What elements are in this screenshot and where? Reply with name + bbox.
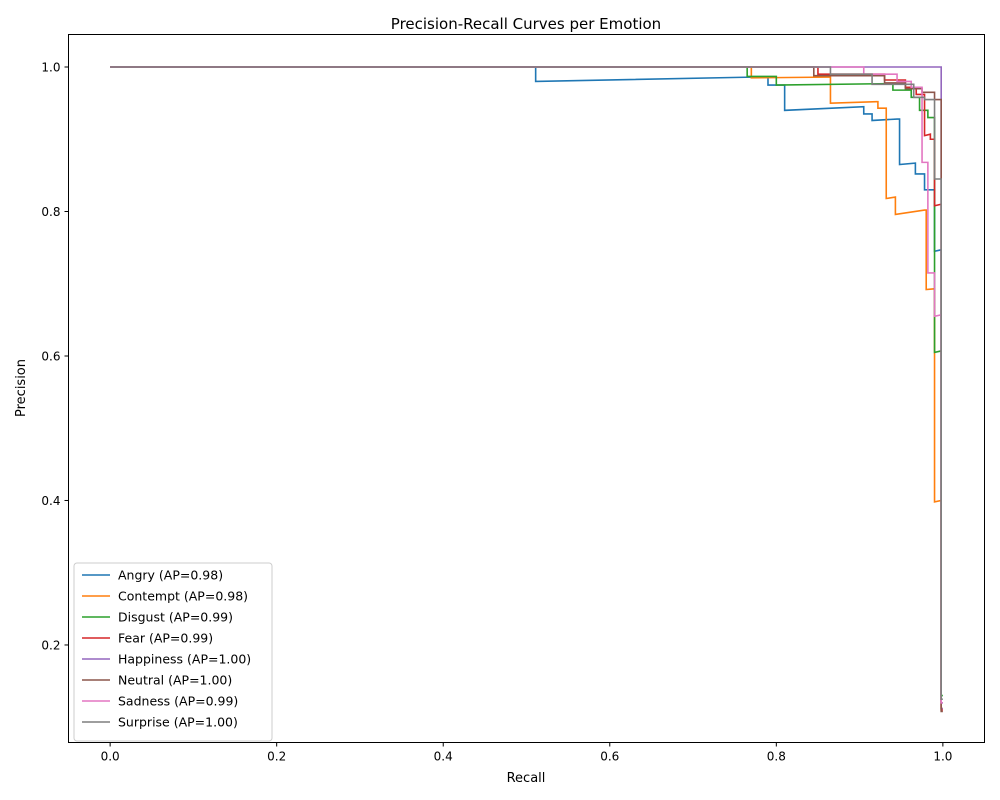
x-tick-label: 1.0 bbox=[933, 750, 952, 764]
x-axis-title: Recall bbox=[507, 771, 546, 786]
x-axis: 0.0 0.2 0.4 0.6 0.8 1.0 bbox=[101, 742, 952, 764]
y-axis: 0.2 0.4 0.6 0.8 1.0 bbox=[41, 61, 69, 652]
legend-label-6: Sadness (AP=0.99) bbox=[118, 694, 238, 709]
legend-label-1: Contempt (AP=0.98) bbox=[118, 589, 248, 604]
series-line-2 bbox=[110, 66, 943, 697]
legend: Angry (AP=0.98) Contempt (AP=0.98) Disgust… bbox=[73, 562, 273, 742]
x-tick-label: 0.2 bbox=[267, 750, 286, 764]
chart-title: Precision-Recall Curves per Emotion bbox=[391, 15, 661, 33]
y-tick-label: 0.6 bbox=[41, 349, 60, 363]
series-line-1 bbox=[110, 66, 943, 710]
series-layer bbox=[110, 66, 943, 713]
series-line-6 bbox=[110, 66, 943, 704]
legend-label-4: Happiness (AP=1.00) bbox=[118, 652, 251, 667]
plot-frame bbox=[68, 34, 985, 743]
y-tick-label: 0.4 bbox=[41, 494, 60, 508]
y-tick-label: 0.2 bbox=[41, 638, 60, 652]
x-tick-label: 0.6 bbox=[600, 750, 619, 764]
legend-label-5: Neutral (AP=1.00) bbox=[118, 673, 232, 688]
x-tick-label: 0.0 bbox=[101, 750, 120, 764]
x-tick-label: 0.8 bbox=[767, 750, 786, 764]
legend-box bbox=[73, 562, 273, 742]
y-tick-label: 1.0 bbox=[41, 61, 60, 75]
y-axis-title: Precision bbox=[14, 359, 29, 417]
x-tick-label: 0.4 bbox=[434, 750, 453, 764]
series-line-7 bbox=[110, 66, 943, 700]
legend-label-7: Surprise (AP=1.00) bbox=[118, 715, 238, 730]
legend-label-3: Fear (AP=0.99) bbox=[118, 631, 213, 646]
legend-label-0: Angry (AP=0.98) bbox=[118, 568, 223, 583]
legend-label-2: Disgust (AP=0.99) bbox=[118, 610, 233, 625]
y-tick-label: 0.8 bbox=[41, 205, 60, 219]
